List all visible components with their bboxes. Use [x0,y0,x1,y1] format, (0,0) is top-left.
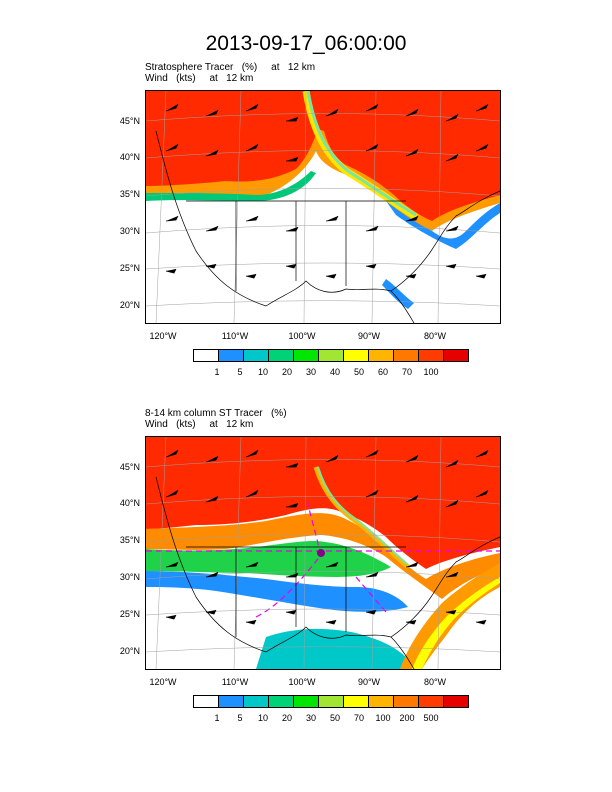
panel2-colorbar-label: 100 [375,713,391,723]
panel2-lon-label: 120°W [149,677,177,687]
panel2-tracer-orange [146,513,500,599]
colorbar-swatch [269,350,294,361]
panel2-map [145,436,501,670]
panel2-graticule [146,437,500,669]
colorbar-swatch [394,350,419,361]
panel1-lon-label: 120°W [149,331,177,341]
panel2-lon-label: 90°W [357,677,381,687]
panel2-lon-label: 100°W [288,677,316,687]
panel1-wind-barbs [165,103,489,279]
panel1-colorbar-label: 60 [377,367,388,377]
panel2-lat-label: 25°N [119,609,140,619]
panel2-subtitle-wind: Wind (kts) at 12 km [145,419,254,430]
panel1-coastlines [155,130,500,323]
colorbar-swatch [194,350,219,361]
panel1-colorbar-label: 5 [237,367,243,377]
colorbar-swatch [294,696,319,707]
panel2-tracer-high [146,437,500,569]
colorbar-swatch [269,696,294,707]
panel2-dashed-lines [146,496,500,618]
panel2-colorbar-label: 20 [281,713,292,723]
panel1-colorbar-label: 1 [214,367,220,377]
colorbar-swatch [244,350,269,361]
panel1-tracer-blue [386,201,500,249]
panel1-colorbar [193,349,469,362]
panel1-colorbar-label: 20 [281,367,292,377]
panel1-lon-label: 80°W [423,331,447,341]
colorbar-swatch [419,350,444,361]
panel2-lat-label: 20°N [119,646,140,656]
colorbar-swatch [294,350,319,361]
panel2-tracer-cyan-south [256,628,416,669]
panel2-coastlines [155,476,500,669]
panel1-colorbar-label: 70 [401,367,412,377]
colorbar-swatch [344,350,369,361]
panel2-jet-core [317,466,409,566]
colorbar-swatch [444,350,468,361]
panel2-colorbar-label: 50 [329,713,340,723]
panel2-jet-band [313,466,410,569]
panel2-tracer-band-core [412,577,500,669]
panel2-colorbar-label: 1 [214,713,220,723]
panel2-colorbar-label: 5 [237,713,243,723]
colorbar-swatch [219,350,244,361]
panel1-map [145,90,501,324]
panel1-jet-core [306,91,417,217]
panel1-tracer-high [146,91,500,226]
panel1-lat-label: 20°N [119,300,140,310]
panel2-lat-label: 40°N [119,498,140,508]
panel2-tracer-green [146,541,391,577]
panel1-colorbar-label: 100 [423,367,439,377]
colorbar-swatch [369,350,394,361]
panel1-lat-label: 25°N [119,263,140,273]
panel2-colorbar-label: 30 [305,713,316,723]
panel1-lat-label: 45°N [119,116,140,126]
panel1-colorbar-label: 10 [257,367,268,377]
panel2-colorbar-label: 200 [399,713,415,723]
colorbar-swatch [244,696,269,707]
colorbar-swatch [219,696,244,707]
panel2-lat-label: 45°N [119,462,140,472]
panel1-subtitle-wind: Wind (kts) at 12 km [145,73,254,84]
panel2-colorbar-label: 70 [353,713,364,723]
colorbar-swatch [369,696,394,707]
panel1-lat-label: 30°N [119,226,140,236]
figure-title: 2013-09-17_06:00:00 [205,32,407,55]
panel1-lat-label: 35°N [119,189,140,199]
panel2-lon-label: 80°W [423,677,447,687]
panel2-subtitle-field: 8-14 km column ST Tracer (%) [145,408,287,419]
panel2-tracer-blue [146,571,408,612]
panel1-blue-patch-gulf [382,279,414,309]
colorbar-swatch [419,696,444,707]
panel2-lat-label: 35°N [119,535,140,545]
colorbar-swatch [194,696,219,707]
panel1-colorbar-label: 40 [329,367,340,377]
panel1-lon-label: 100°W [288,331,316,341]
panel1-lon-label: 110°W [221,331,249,341]
colorbar-swatch [444,696,468,707]
panel2-colorbar-label: 500 [423,713,439,723]
panel1-subtitle-field: Stratosphere Tracer (%) at 12 km [145,62,316,73]
panel2-colorbar-label: 10 [257,713,268,723]
panel2-wind-barbs [165,449,489,625]
panel1-tracer-green [146,171,316,201]
panel2-lon-label: 110°W [221,677,249,687]
colorbar-swatch [319,696,344,707]
panel2-marker [317,549,325,557]
panel1-colorbar-label: 30 [305,367,316,377]
panel2-lat-label: 30°N [119,572,140,582]
colorbar-swatch [344,696,369,707]
panel1-lon-label: 90°W [357,331,381,341]
panel1-lat-label: 40°N [119,152,140,162]
colorbar-swatch [319,350,344,361]
panel2-colorbar [193,695,469,708]
panel1-colorbar-label: 50 [353,367,364,377]
colorbar-swatch [394,696,419,707]
